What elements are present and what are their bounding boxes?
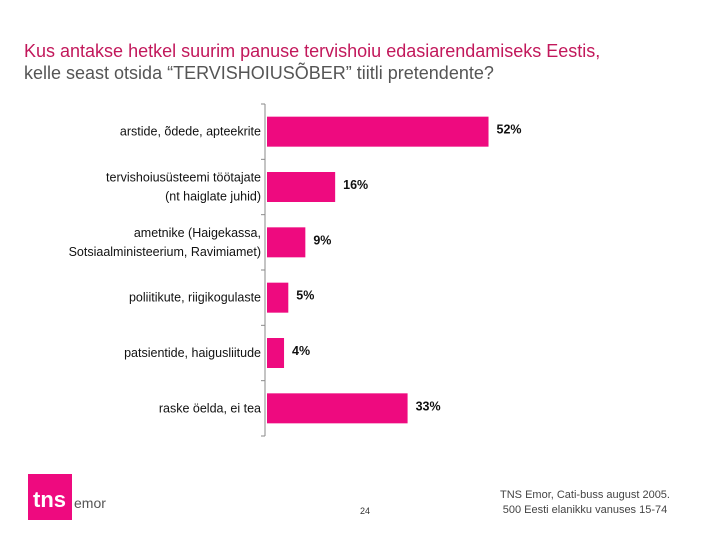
bar xyxy=(267,338,285,368)
category-label: raske öelda, ei tea xyxy=(159,401,261,415)
category-label: tervishoiusüsteemi töötajate xyxy=(106,171,261,185)
bar xyxy=(267,172,336,202)
logo-brand-text: tns xyxy=(33,487,66,512)
bar-value-label: 33% xyxy=(416,399,441,413)
bar xyxy=(267,393,408,424)
source-note-line-2: 500 Eesti elanikku vanuses 15-74 xyxy=(502,504,668,516)
category-label: Sotsiaalministeerium, Ravimiamet) xyxy=(69,245,261,259)
bar-value-label: 5% xyxy=(296,289,314,303)
category-label: poliitikute, riigikogulaste xyxy=(129,291,261,305)
chart-title-line-2: kelle seast otsida “TERVISHOIUSÕBER” tii… xyxy=(24,63,494,83)
logo-block xyxy=(28,474,72,520)
category-label: (nt haiglate juhid) xyxy=(165,190,261,204)
page-number: 24 xyxy=(359,506,370,516)
category-label: arstide, õdede, apteekrite xyxy=(120,125,261,139)
chart-title-line-1: Kus antakse hetkel suurim panuse tervish… xyxy=(24,41,601,61)
bar-value-label: 4% xyxy=(292,344,310,358)
bar xyxy=(267,116,489,147)
source-note: TNS Emor, Cati-buss august 2005. 500 Ees… xyxy=(470,488,700,518)
bar-value-label: 9% xyxy=(313,233,331,247)
category-label: patsientide, haigusliitude xyxy=(124,346,261,360)
source-note-line-1: TNS Emor, Cati-buss august 2005. xyxy=(500,489,670,501)
bar xyxy=(267,282,289,313)
bar-value-label: 52% xyxy=(497,123,522,137)
chart-title: Kus antakse hetkel suurim panuse tervish… xyxy=(24,40,704,84)
bar-value-label: 16% xyxy=(343,178,368,192)
tns-emor-logo: tns emor xyxy=(28,470,148,526)
category-label: ametnike (Haigekassa, xyxy=(134,226,261,240)
bar xyxy=(267,227,306,258)
logo-sub-text: emor xyxy=(74,495,106,511)
